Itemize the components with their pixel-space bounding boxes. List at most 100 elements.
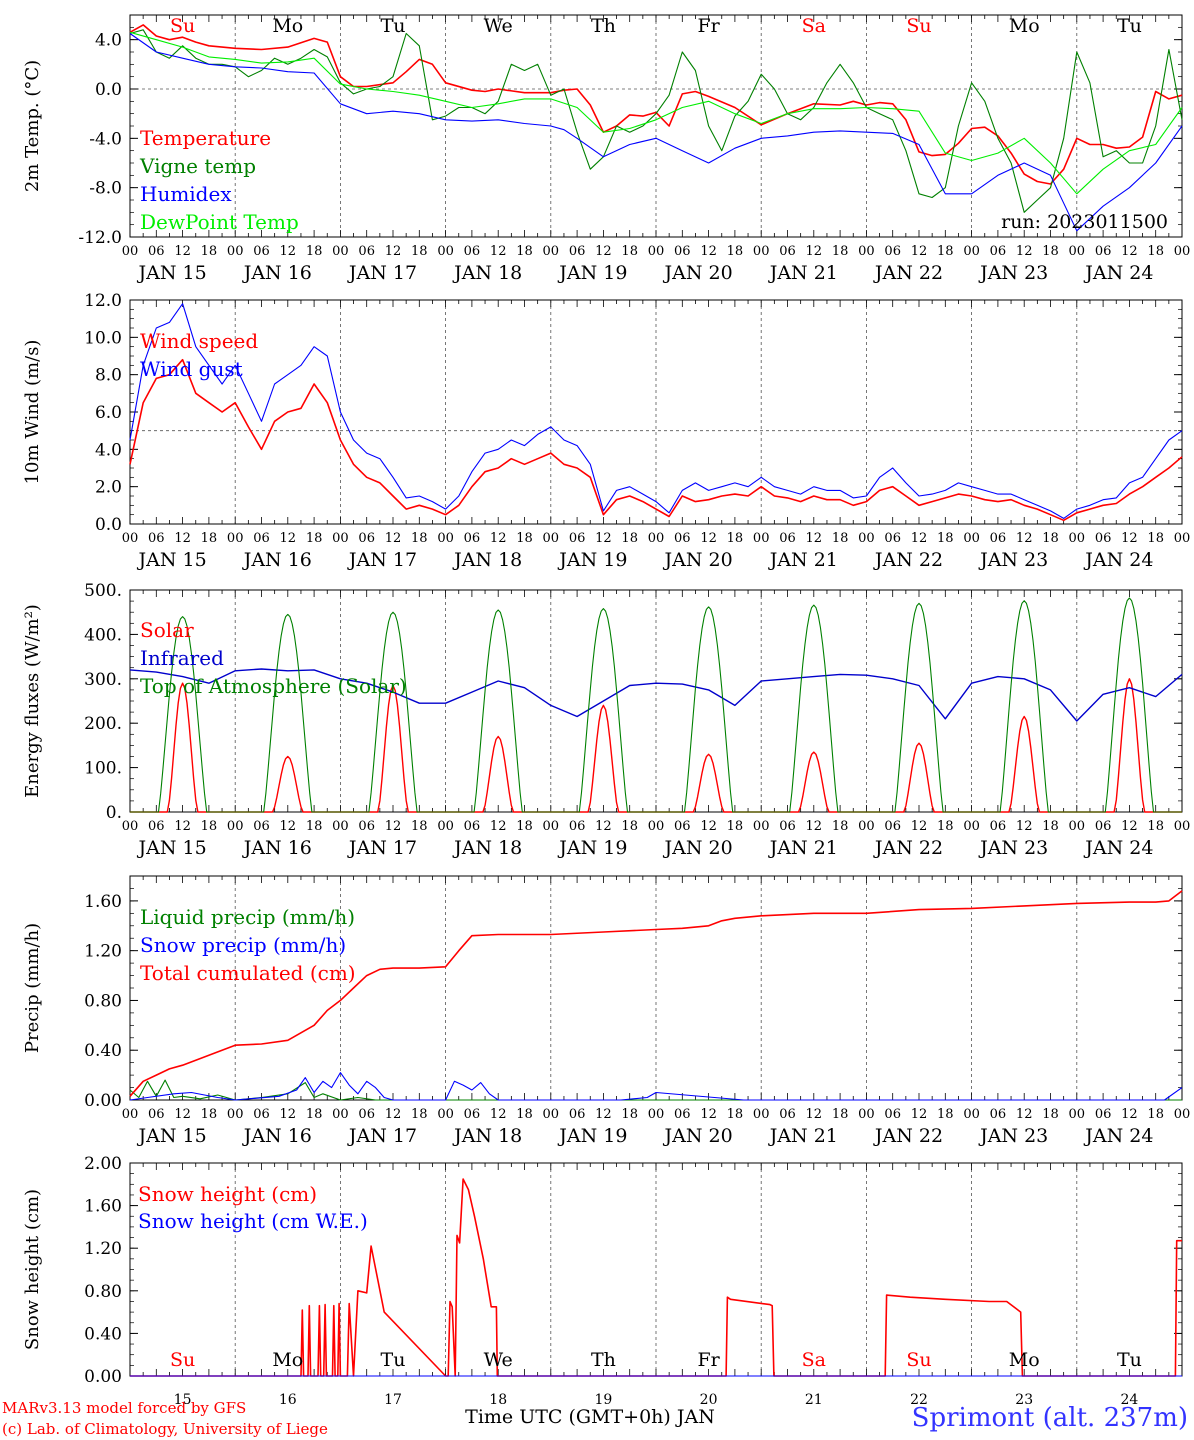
weekday-label: Su [170,15,195,37]
hour-tick-label: 00 [332,819,349,834]
hour-tick-label: 12 [595,1107,612,1122]
legend-entry: Temperature [140,126,271,150]
y-tick-label: 0.80 [84,991,122,1011]
hour-tick-label: 18 [201,244,218,259]
legend-entry: Snow height (cm W.E.) [138,1209,368,1233]
y-tick-label: 2.0 [95,478,122,498]
hour-tick-label: 06 [674,1107,691,1122]
day-label: JAN 18 [452,549,522,571]
hour-tick-label: 00 [332,1107,349,1122]
series-line [129,303,1183,519]
hour-tick-label: 06 [569,819,586,834]
panel-1: -12.0 -8.0 -4.0 0.0 4.0 2m Temp. (°C) Temperat… [22,14,1190,284]
hour-tick-label: 18 [411,244,428,259]
hour-tick-label: 18 [832,244,849,259]
hour-tick-label: 00 [332,244,349,259]
hour-tick-label: 18 [201,531,218,546]
hour-tick-label: 00 [227,1107,244,1122]
hour-tick-label: 00 [963,531,980,546]
hour-tick-label: 12 [1016,244,1033,259]
y-tick-label: 0.00 [84,1367,122,1387]
hour-tick-label: 18 [1147,244,1164,259]
day-label: JAN 23 [978,837,1048,859]
y-tick-label: 0.80 [84,1282,122,1302]
panel-5: 0.00 0.40 0.80 1.20 1.60 2.00 Snow height (cm)… [22,1154,1183,1408]
hour-tick-label: 12 [490,819,507,834]
hour-tick-label: 18 [516,1107,533,1122]
hour-tick-label: 00 [963,819,980,834]
day-label: JAN 20 [663,549,733,571]
weekday-label: Tu [1117,15,1142,37]
hour-tick-label: 18 [1042,244,1059,259]
hour-tick-label: 12 [595,819,612,834]
hour-tick-label: 12 [174,244,191,259]
weekday-label: Tu [1117,1349,1142,1371]
day-label: JAN 15 [137,262,207,284]
hour-tick-label: 18 [516,244,533,259]
y-tick-label: 4.0 [95,31,122,51]
y-tick-label: 1.20 [84,1239,122,1259]
hour-tick-label: 00 [648,819,665,834]
hour-tick-label: 12 [911,244,928,259]
hour-tick-label: 00 [858,1107,875,1122]
day-label: JAN 15 [137,837,207,859]
hour-tick-label: 00 [1069,819,1086,834]
day-number-label: 17 [384,1392,402,1408]
hour-tick-label: 12 [911,819,928,834]
series-line [130,597,1182,813]
weekday-label: Fr [697,15,720,37]
hour-tick-label: 06 [884,531,901,546]
weekday-label: We [484,15,513,37]
weekday-label: Fr [697,1349,720,1371]
hour-tick-label: 12 [595,531,612,546]
hour-tick-label: 12 [280,531,297,546]
hour-tick-label: 06 [464,244,481,259]
hour-tick-label: 12 [1121,531,1138,546]
y-tick-label: 6.0 [95,403,122,423]
y-tick-label: -4.0 [89,129,122,149]
hour-tick-label: 18 [201,819,218,834]
weekday-label: Th [591,1349,616,1371]
hour-tick-label: 12 [1016,819,1033,834]
day-label: JAN 23 [978,1125,1048,1147]
day-label: JAN 24 [1083,262,1153,284]
hour-tick-label: 12 [595,244,612,259]
y-tick-label: 8.0 [95,366,122,386]
hour-tick-label: 12 [490,531,507,546]
hour-tick-label: 06 [148,531,165,546]
hour-tick-label: 00 [753,531,770,546]
day-label: JAN 17 [347,1125,417,1147]
hour-tick-label: 06 [990,1107,1007,1122]
weekday-label: Sa [802,1349,826,1371]
series-line [129,24,1183,185]
hour-tick-label: 06 [253,819,270,834]
y-tick-label: 0. [106,803,122,823]
weekday-label: Su [170,1349,195,1371]
hour-tick-label: 12 [174,819,191,834]
hour-tick-label: 06 [1095,244,1112,259]
hour-tick-label: 12 [1121,819,1138,834]
legend-entry: Top of Atmosphere (Solar) [140,674,407,698]
hour-tick-label: 06 [779,531,796,546]
y-tick-label: 0.40 [84,1041,122,1061]
day-label: JAN 16 [242,262,312,284]
hour-tick-label: 06 [884,1107,901,1122]
day-number-label: 15 [174,1392,192,1408]
day-label: JAN 15 [137,549,207,571]
hour-tick-label: 12 [490,1107,507,1122]
hour-tick-label: 12 [490,244,507,259]
hour-tick-label: 18 [832,1107,849,1122]
day-number-label: 21 [805,1392,823,1408]
y-tick-label: 1.60 [84,1197,122,1217]
day-label: JAN 17 [347,549,417,571]
station-label: Sprimont (alt. 237m) [912,1403,1188,1433]
hour-tick-label: 00 [648,531,665,546]
legend-entry: Vigne temp [139,154,256,178]
hour-tick-label: 18 [727,1107,744,1122]
hour-tick-label: 06 [990,531,1007,546]
hour-tick-label: 06 [990,819,1007,834]
day-label: JAN 19 [557,262,627,284]
day-label: JAN 19 [557,1125,627,1147]
hour-tick-label: 06 [464,1107,481,1122]
hour-tick-label: 00 [1069,531,1086,546]
